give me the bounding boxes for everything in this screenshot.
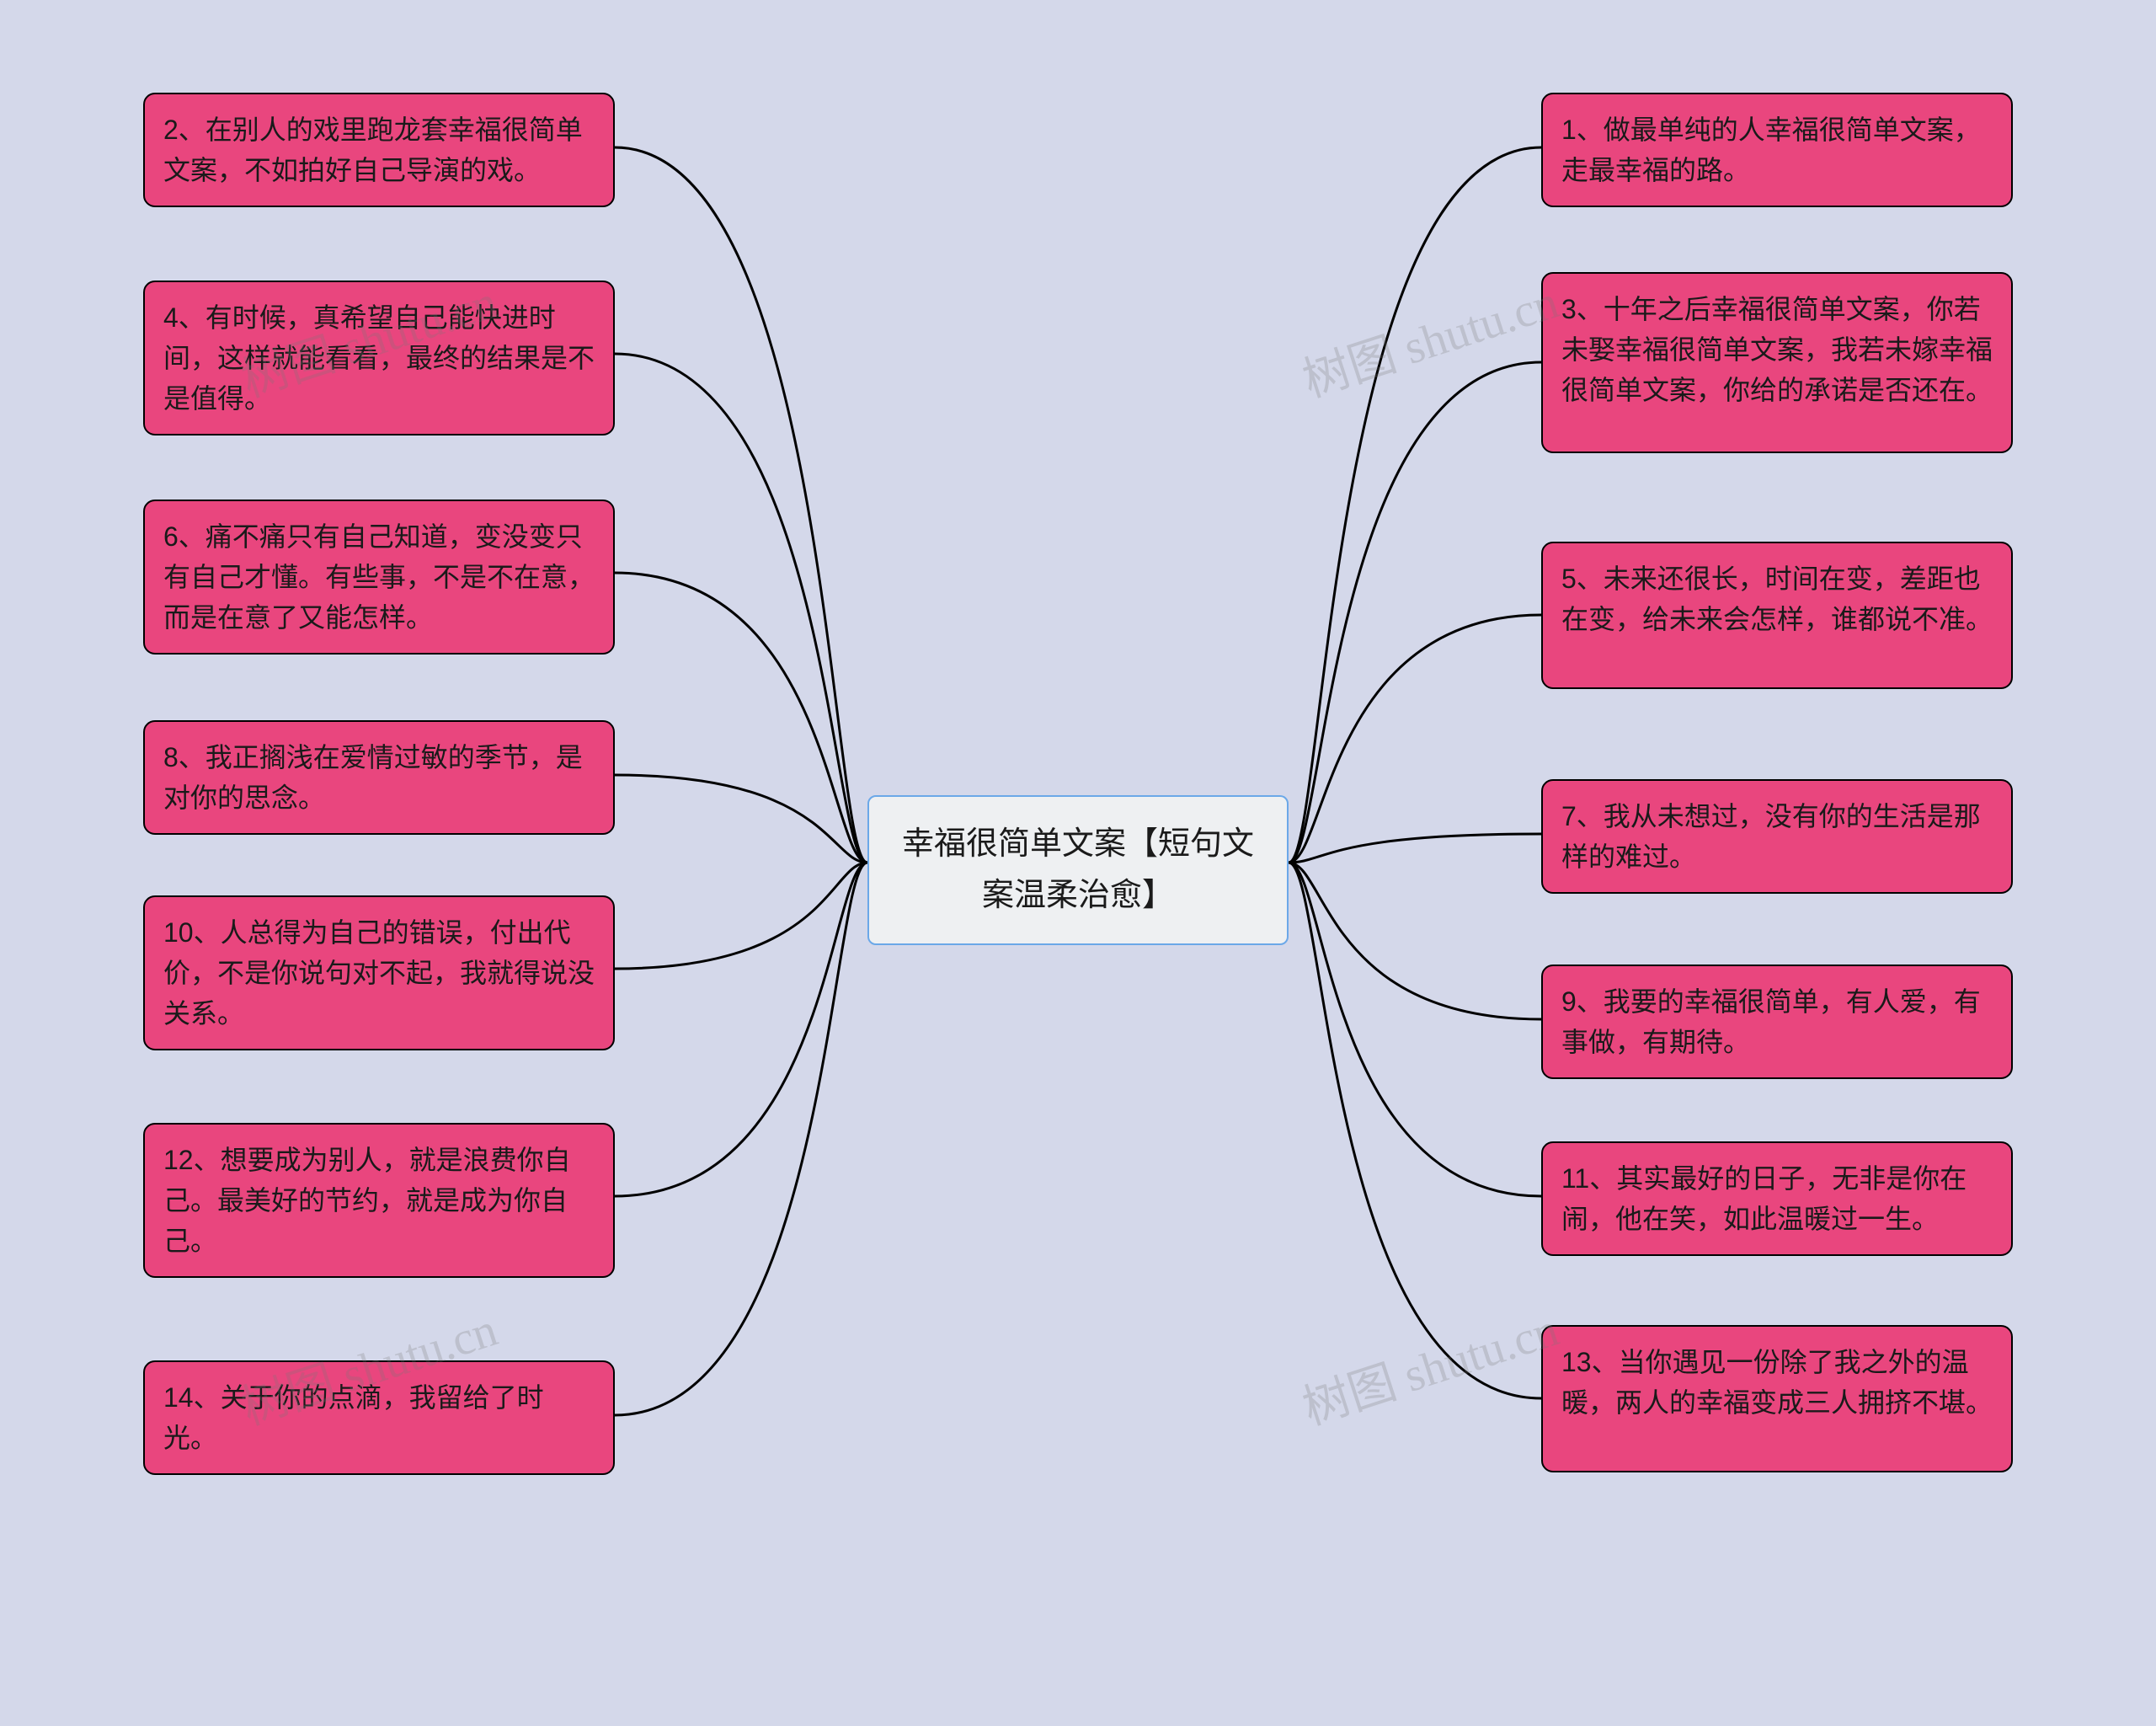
edge-n2 [615,147,867,863]
branch-node-n11: 11、其实最好的日子，无非是你在闹，他在笑，如此温暖过一生。 [1541,1141,2013,1256]
branch-node-n8: 8、我正搁浅在爱情过敏的季节，是对你的思念。 [143,720,615,835]
branch-node-n14: 14、关于你的点滴，我留给了时光。 [143,1360,615,1475]
edge-n1 [1289,147,1541,863]
branch-node-n12: 12、想要成为别人，就是浪费你自己。最美好的节约，就是成为你自己。 [143,1123,615,1278]
branch-node-n9: 9、我要的幸福很简单，有人爱，有事做，有期待。 [1541,965,2013,1079]
edge-n13 [1289,863,1541,1398]
branch-node-n7: 7、我从未想过，没有你的生活是那样的难过。 [1541,779,2013,894]
branch-node-n10: 10、人总得为自己的错误，付出代价，不是你说句对不起，我就得说没关系。 [143,895,615,1050]
edge-n9 [1289,863,1541,1019]
branch-node-n4: 4、有时候，真希望自己能快进时间，这样就能看看，最终的结果是不是值得。 [143,281,615,436]
branch-node-n1: 1、做最单纯的人幸福很简单文案，走最幸福的路。 [1541,93,2013,207]
branch-node-n2: 2、在别人的戏里跑龙套幸福很简单文案，不如拍好自己导演的戏。 [143,93,615,207]
branch-node-n5: 5、未来还很长，时间在变，差距也在变，给未来会怎样，谁都说不准。 [1541,542,2013,689]
edge-n8 [615,775,867,863]
branch-node-n6: 6、痛不痛只有自己知道，变没变只有自己才懂。有些事，不是不在意，而是在意了又能怎… [143,500,615,655]
edge-n11 [1289,863,1541,1196]
edge-n10 [615,863,867,969]
center-node: 幸福很简单文案【短句文案温柔治愈】 [867,795,1289,945]
branch-node-n3: 3、十年之后幸福很简单文案，你若未娶幸福很简单文案，我若未嫁幸福很简单文案，你给… [1541,272,2013,453]
branch-node-n13: 13、当你遇见一份除了我之外的温暖，两人的幸福变成三人拥挤不堪。 [1541,1325,2013,1472]
edge-n4 [615,354,867,863]
edge-n14 [615,863,867,1415]
edge-n7 [1289,834,1541,863]
